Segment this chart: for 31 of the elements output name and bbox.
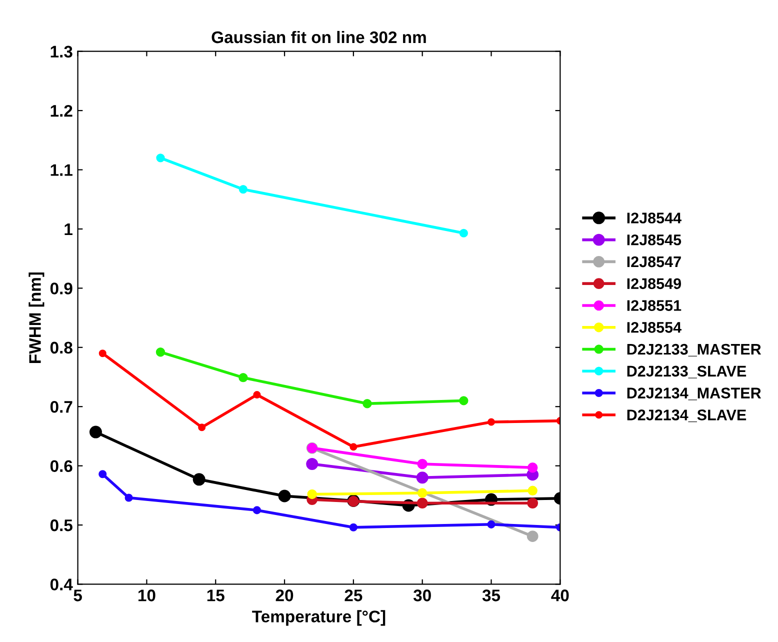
x-tick-label: 15 [207, 590, 224, 602]
y-tick-label: 0.7 [50, 401, 72, 413]
chart-title: Gaussian fit on line 302 nm [212, 30, 426, 44]
x-tick-label: 30 [413, 590, 431, 602]
y-tick-label: 0.6 [50, 460, 72, 472]
x-tick-label: 40 [551, 590, 569, 602]
y-tick-label: 0.9 [50, 282, 72, 294]
x-axis-title: Temperature [°C] [252, 610, 386, 626]
legend-label: I2J8547 [627, 256, 681, 268]
y-tick-label: 0.8 [50, 342, 72, 354]
y-tick-label: 0.4 [50, 578, 73, 590]
y-tick-label: 1.3 [50, 46, 72, 58]
x-tick-label: 20 [276, 590, 294, 602]
legend-label: I2J8549 [627, 278, 681, 290]
legend-label: I2J8545 [627, 234, 682, 246]
y-tick-label: 1.2 [50, 104, 72, 117]
legend-label: I2J8554 [627, 322, 682, 333]
legend-label: I2J8544 [627, 212, 682, 224]
legend-label: D2J2134_MASTER [627, 388, 762, 400]
y-axis-title: FWHM [nm] [28, 272, 44, 363]
y-tick-label: 1.1 [50, 164, 72, 176]
legend-label: I2J8551 [627, 300, 682, 311]
legend-label: D2J2134_SLAVE [627, 410, 746, 422]
legend-label: D2J2133_SLAVE [627, 366, 746, 378]
legend-label: D2J2133_MASTER [627, 344, 762, 356]
y-tick-label: 1 [64, 224, 72, 236]
x-tick-label: 5 [74, 590, 82, 602]
y-tick-label: 0.5 [50, 519, 72, 532]
x-tick-label: 35 [482, 590, 500, 602]
x-tick-label: 25 [344, 590, 362, 602]
x-tick-label: 10 [138, 590, 156, 602]
